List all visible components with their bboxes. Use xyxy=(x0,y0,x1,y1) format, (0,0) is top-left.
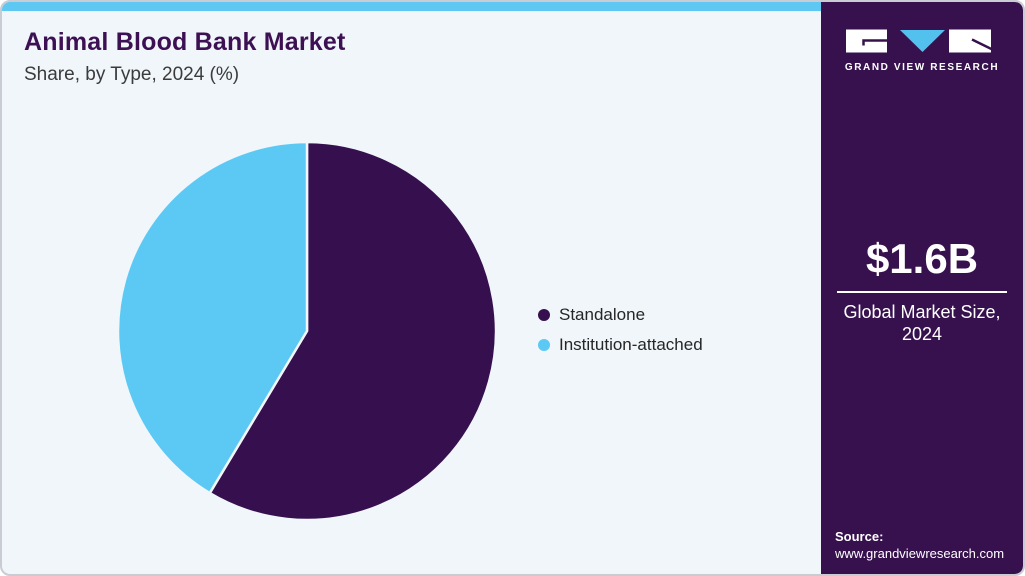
market-size-label-line1: Global Market Size, xyxy=(843,302,1001,322)
logo-r-block xyxy=(949,29,991,53)
brand-name: GRAND VIEW RESEARCH xyxy=(844,62,1000,73)
gvr-logo-icon xyxy=(846,29,998,53)
source-block: Source: www.grandviewresearch.com xyxy=(821,528,1023,574)
market-size-value: $1.6B xyxy=(865,235,979,282)
stat-divider xyxy=(837,291,1007,293)
legend-item-standalone: Standalone xyxy=(538,305,703,324)
market-size-label-line2: 2024 xyxy=(901,324,943,344)
pie-chart xyxy=(116,140,498,522)
chart-header: Animal Blood Bank Market Share, by Type,… xyxy=(24,28,346,86)
legend-label-institution-attached: Institution-attached xyxy=(559,335,703,354)
pie-slice-standalone xyxy=(208,140,498,522)
page-subtitle: Share, by Type, 2024 (%) xyxy=(24,64,240,85)
pie-chart-svg xyxy=(116,140,498,522)
top-accent-bar xyxy=(2,2,823,11)
logo-g-stroke xyxy=(862,39,887,46)
market-size-stat: $1.6B Global Market Size, 2024 xyxy=(821,236,1023,345)
page-title: Animal Blood Bank Market xyxy=(24,28,346,56)
source-url: www.grandviewresearch.com xyxy=(835,546,1005,561)
logo-r-stroke xyxy=(971,38,998,53)
legend-dot-standalone xyxy=(538,309,550,321)
brand-sidebar: GRAND VIEW RESEARCH $1.6B Global Market … xyxy=(821,2,1023,574)
chart-legend: Standalone Institution-attached xyxy=(538,305,703,354)
legend-item-institution-attached: Institution-attached xyxy=(538,335,703,354)
pie-slice-institution-attached xyxy=(116,140,309,495)
legend-dot-institution-attached xyxy=(538,339,550,351)
legend-label-standalone: Standalone xyxy=(559,305,646,324)
logo-v-triangle xyxy=(900,30,945,52)
source-label: Source: xyxy=(835,529,884,544)
